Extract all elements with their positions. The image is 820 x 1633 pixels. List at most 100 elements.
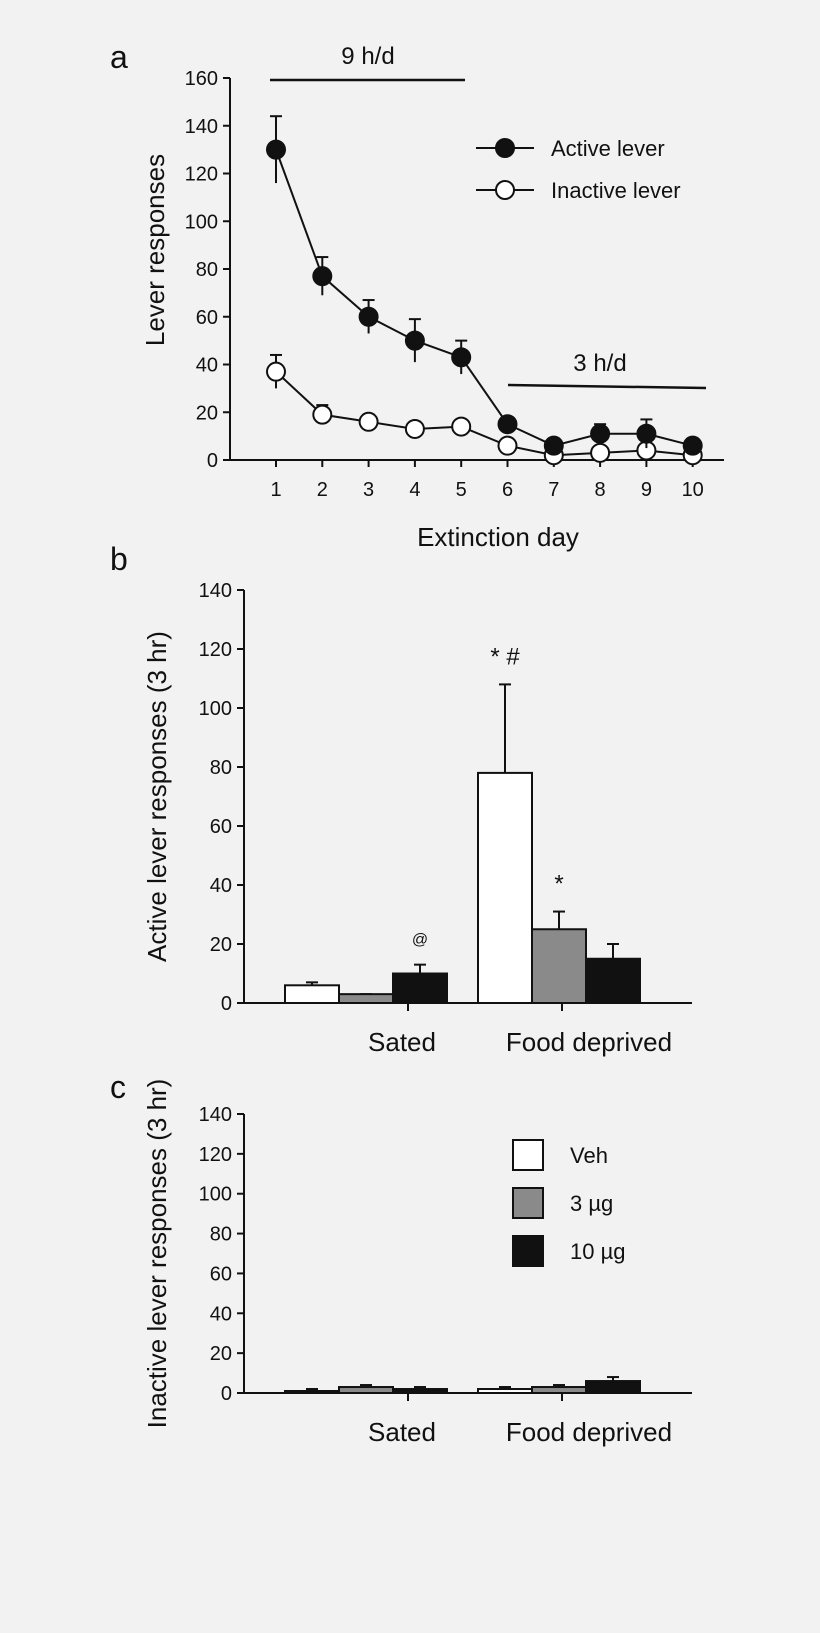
inactive-lever-point	[404, 418, 425, 439]
panel-b-significance-mark: @	[412, 932, 428, 949]
panel-c-letter: c	[110, 1069, 126, 1105]
panel-c-y-tick-label: 120	[199, 1144, 232, 1166]
panel-c-y-tick-label: 0	[221, 1383, 232, 1405]
panel-a-y-tick-label: 80	[196, 259, 218, 281]
panel-a-x-tick-label: 5	[456, 479, 467, 501]
panel-a-x-tick-label: 7	[548, 479, 559, 501]
panel-a-y-tick-label: 140	[185, 116, 218, 138]
panel-c-bar	[284, 1390, 340, 1395]
active-lever-point	[358, 306, 379, 327]
panel-b-significance-mark: * #	[490, 643, 520, 670]
inactive-lever-line	[275, 370, 693, 457]
legend-label-2: 10 µg	[570, 1239, 626, 1264]
panel-a-y-tick-label: 0	[207, 450, 218, 472]
legend-inactive-label: Inactive lever	[551, 178, 681, 203]
panel-b-bar-group	[531, 910, 587, 1004]
legend-swatch-1	[512, 1187, 544, 1219]
panel-c-bar	[338, 1386, 394, 1395]
panel-b-y-axis-title: Active lever responses (3 hr)	[142, 631, 172, 962]
panel-b-bar-group	[477, 683, 533, 1005]
active-lever-point	[590, 423, 611, 444]
panel-c-category-label: Sated	[368, 1417, 436, 1447]
panel-b-y-tick-label: 120	[199, 639, 232, 661]
panel-b-bar	[338, 993, 394, 1005]
panel-a-x-tick-label: 4	[409, 479, 420, 501]
panel-a-y-tick-label: 60	[196, 307, 218, 329]
legend-inactive-marker	[495, 180, 515, 200]
panel-b-bar-group	[284, 981, 340, 1004]
panel-a-x-tick-label: 6	[502, 479, 513, 501]
panel-b-y-tick-label: 140	[199, 580, 232, 602]
legend-label-1: 3 µg	[570, 1191, 613, 1216]
panel-b-bar	[477, 771, 533, 1005]
active-lever-point	[312, 266, 333, 287]
active-lever-point	[266, 139, 286, 160]
panel-b-bar	[284, 984, 340, 1004]
panel-a-x-tick-label: 9	[641, 479, 652, 501]
panel-a-line-chart: a 0 20 40 60 80 100 120 140 160 1 2 3 4 5 6 7 8 9 10 Extinct…	[110, 39, 724, 552]
inactive-lever-point	[312, 404, 333, 425]
inactive-lever-point	[497, 435, 518, 456]
active-lever-point	[404, 330, 425, 351]
inactive-lever-point	[451, 416, 472, 437]
panel-b-bar-group	[392, 963, 448, 1004]
legend-label-0: Veh	[570, 1143, 608, 1168]
panel-b-y-tick-label: 40	[210, 875, 232, 897]
active-lever-point	[497, 414, 518, 435]
panel-b-y-tick-label: 60	[210, 816, 232, 838]
panel-c-bar-group	[531, 1384, 587, 1395]
panel-a-y-tick-label: 40	[196, 355, 218, 377]
panel-c-y-tick-label: 140	[199, 1104, 232, 1126]
panel-b-bar-group	[585, 943, 641, 1004]
active-lever-point	[636, 423, 657, 444]
panel-b-bar	[392, 972, 448, 1004]
legend-active-marker	[495, 138, 515, 158]
active-lever-series	[266, 115, 703, 456]
active-lever-point	[451, 347, 472, 368]
panel-b-bar-chart: b 0 20 40 60 80 100 120 140 Sated Food deprived Act…	[110, 541, 692, 1057]
legend-active-label: Active lever	[551, 136, 665, 161]
panel-c-bar-group	[392, 1386, 448, 1394]
panel-a-y-tick-label: 120	[185, 164, 218, 186]
panel-c-bar	[477, 1388, 533, 1394]
panel-a-9hd-label: 9 h/d	[341, 43, 394, 70]
inactive-lever-series	[266, 353, 703, 466]
inactive-lever-point	[358, 411, 379, 432]
panel-c-y-tick-label: 40	[210, 1303, 232, 1325]
panel-b-y-tick-label: 80	[210, 757, 232, 779]
panel-c-y-tick-label: 60	[210, 1263, 232, 1285]
panel-a-y-tick-label: 20	[196, 402, 218, 424]
panel-a-3hd-label: 3 h/d	[573, 350, 626, 377]
panel-c-bar-group	[585, 1376, 641, 1394]
panel-c-bar	[585, 1380, 641, 1394]
active-lever-point	[543, 435, 564, 456]
panel-a-y-tick-label: 100	[185, 211, 218, 233]
panel-b-letter: b	[110, 541, 128, 577]
panel-a-x-tick-label: 2	[317, 479, 328, 501]
panel-c-y-tick-label: 100	[199, 1184, 232, 1206]
panel-a-3hd-bar	[507, 383, 707, 390]
legend-swatch-2	[512, 1235, 544, 1267]
panel-c-y-tick-label: 80	[210, 1224, 232, 1246]
panel-a-x-tick-label: 3	[363, 479, 374, 501]
panel-c-bar-group	[284, 1388, 340, 1395]
inactive-lever-point	[266, 361, 286, 382]
panel-a-x-axis-title: Extinction day	[417, 522, 579, 552]
panel-c-bar-chart: c 0 20 40 60 80 100 120 140 Sated Food deprived Ina…	[110, 1069, 692, 1447]
panel-a-x-tick-label: 8	[595, 479, 606, 501]
panel-a-x-tick-label: 10	[682, 479, 704, 501]
panel-b-category-label: Food deprived	[506, 1027, 672, 1057]
panel-b-y-tick-label: 20	[210, 934, 232, 956]
panel-a-x-tick-label: 1	[270, 479, 281, 501]
panel-b-significance-mark: *	[554, 871, 563, 898]
active-lever-line	[275, 149, 693, 447]
inactive-lever-point	[590, 442, 611, 463]
panel-b-y-tick-label: 100	[199, 698, 232, 720]
panel-b-category-label: Sated	[368, 1027, 436, 1057]
panel-b-bar	[531, 928, 587, 1004]
panel-a-y-tick-label: 160	[185, 68, 218, 90]
legend-swatch-0	[512, 1139, 544, 1171]
panel-c-bar	[531, 1386, 587, 1395]
panel-c-bar-group	[477, 1386, 533, 1394]
